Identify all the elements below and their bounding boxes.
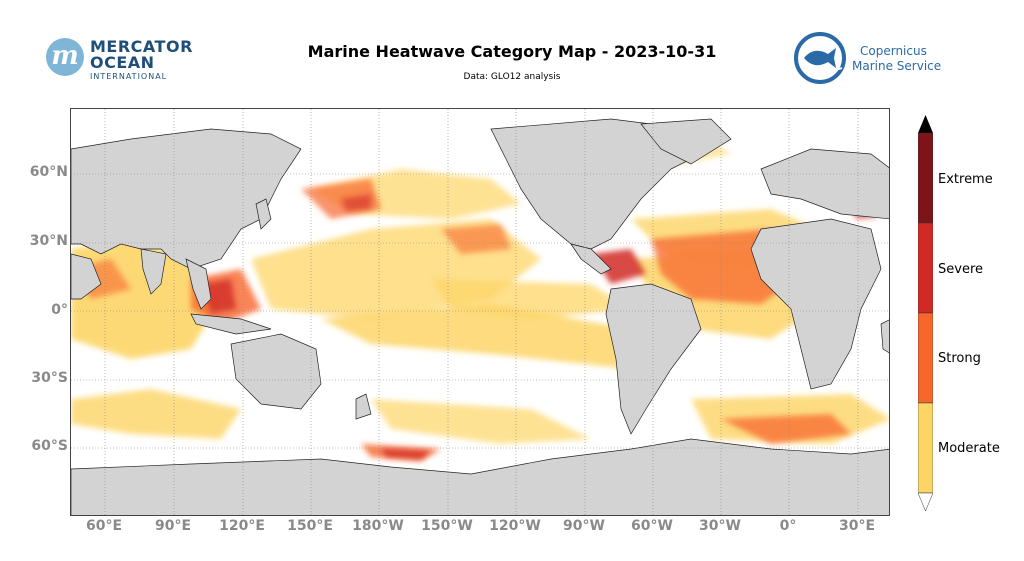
lat-label-30n: 30°N — [29, 233, 68, 249]
colorbar — [918, 115, 933, 511]
colorbar-label-extreme: Extreme — [938, 172, 993, 187]
colorbar-label-severe: Severe — [938, 262, 983, 277]
lon-label-90w: 90°W — [563, 518, 605, 534]
lon-label-30e: 30°E — [838, 518, 876, 534]
lat-label-60s: 60°S — [31, 438, 68, 454]
lat-label-0: 0° — [51, 302, 68, 318]
colorbar-extend-bottom — [918, 492, 933, 511]
copernicus-text-1: Copernicus — [860, 44, 927, 58]
lon-label-120e: 120°E — [219, 518, 265, 534]
mercator-logo-icon: m — [46, 38, 84, 76]
lat-label-60n: 60°N — [29, 164, 68, 180]
colorbar-severe — [918, 222, 933, 314]
map-subtitle: Data: GLO12 analysis — [463, 72, 561, 82]
map-canvas — [71, 109, 889, 515]
copernicus-text-2: Marine Service — [852, 59, 942, 73]
lon-label-0: 0° — [779, 518, 797, 534]
lon-label-60w: 60°W — [631, 518, 673, 534]
heatwave-map — [70, 108, 890, 516]
mercator-logo-text-1: MERCATOR — [90, 37, 193, 56]
map-title: Marine Heatwave Category Map - 2023-10-3… — [307, 42, 717, 61]
mercator-ocean-logo: m MERCATOR OCEAN INTERNATIONAL — [46, 36, 196, 86]
lon-label-60e: 60°E — [85, 518, 123, 534]
lon-label-150e: 150°E — [287, 518, 333, 534]
mercator-logo-text-3: INTERNATIONAL — [90, 72, 168, 81]
lon-label-90e: 90°E — [154, 518, 192, 534]
lon-label-180w: 180°W — [352, 518, 404, 534]
colorbar-label-moderate: Moderate — [938, 441, 1000, 456]
lon-label-150w: 150°W — [421, 518, 473, 534]
lon-label-30w: 30°W — [699, 518, 741, 534]
copernicus-marine-logo: Copernicus Marine Service — [792, 30, 952, 86]
colorbar-extend-top — [918, 115, 933, 133]
colorbar-extreme — [918, 132, 933, 224]
colorbar-label-strong: Strong — [938, 351, 981, 366]
mercator-logo-text-2: OCEAN — [90, 53, 155, 72]
colorbar-strong — [918, 312, 933, 404]
colorbar-moderate — [918, 402, 933, 494]
lon-label-120w: 120°W — [489, 518, 541, 534]
land-masses — [71, 118, 889, 515]
graticule — [71, 109, 889, 515]
lat-label-30s: 30°S — [31, 370, 68, 386]
copernicus-fish-icon — [794, 32, 846, 84]
